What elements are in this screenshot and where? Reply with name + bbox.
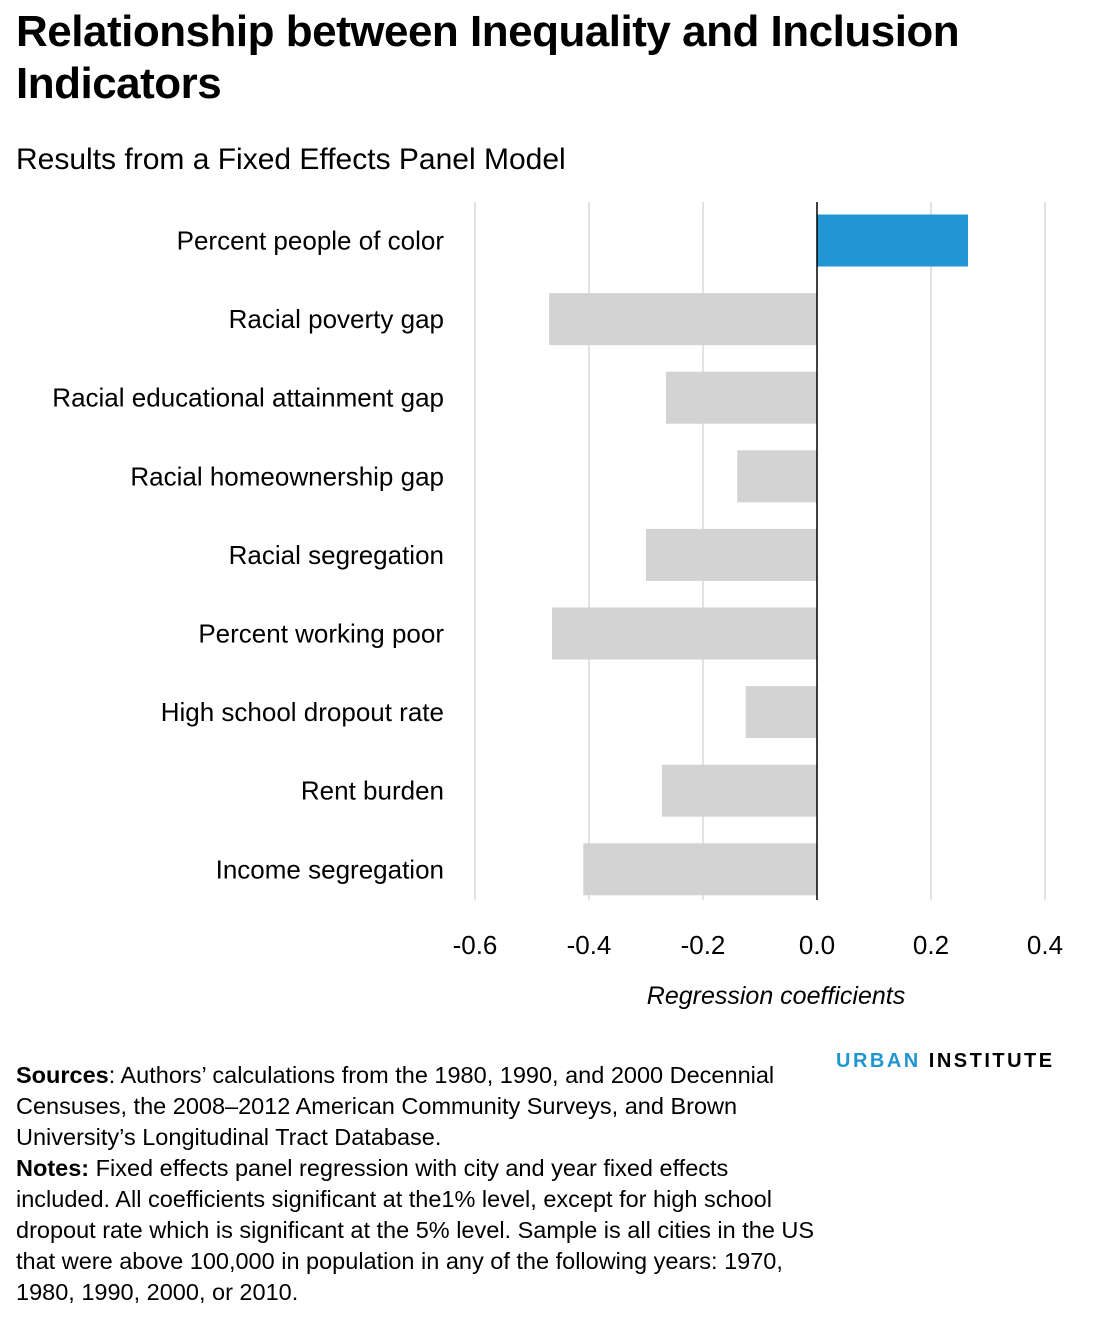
notes-text: Fixed effects panel regression with city…: [16, 1155, 815, 1305]
x-tick-label: -0.2: [681, 930, 726, 960]
x-tick-label: -0.6: [453, 930, 498, 960]
notes-label: Notes:: [16, 1155, 90, 1181]
category-label: Racial segregation: [229, 540, 444, 570]
category-labels: Percent people of color Racial poverty ga…: [52, 226, 444, 885]
logo-urban: URBAN: [836, 1050, 921, 1072]
category-label: Income segregation: [216, 854, 444, 884]
bars: [549, 202, 969, 900]
x-tick-label: 0.0: [799, 930, 835, 960]
category-label: Racial homeownership gap: [130, 461, 444, 491]
x-tick-label: -0.4: [567, 930, 612, 960]
chart-title: Relationship between Inequality and Incl…: [16, 7, 960, 108]
category-label: High school dropout rate: [161, 697, 444, 727]
category-label: Percent people of color: [177, 226, 445, 256]
chart-footer: Sources: Authors’ calculations from the …: [16, 1060, 816, 1308]
chart-subtitle: Results from a Fixed Effects Panel Model: [16, 143, 566, 176]
bar: [549, 293, 817, 346]
bar: [583, 843, 817, 896]
category-label: Rent burden: [301, 776, 444, 806]
bar: [745, 686, 817, 739]
x-axis-label: Regression coefficients: [647, 982, 905, 1010]
bar-chart: Percent people of color Racial poverty ga…: [52, 202, 1063, 1010]
category-label: Percent working poor: [198, 619, 444, 649]
urban-institute-logo: URBAN INSTITUTE: [836, 1050, 1055, 1073]
bar: [665, 371, 817, 424]
bar: [646, 528, 817, 581]
bar: [661, 764, 817, 817]
category-label: Racial educational attainment gap: [52, 383, 444, 413]
sources-text: : Authors’ calculations from the 1980, 1…: [16, 1062, 775, 1150]
x-tick-labels: -0.6 -0.4 -0.2 0.0 0.2 0.4: [453, 930, 1063, 960]
bar: [737, 450, 817, 503]
x-tick-label: 0.4: [1027, 930, 1063, 960]
sources-label: Sources: [16, 1062, 109, 1088]
bar: [817, 214, 969, 267]
bar: [551, 607, 817, 660]
x-tick-label: 0.2: [913, 930, 949, 960]
category-label: Racial poverty gap: [229, 304, 444, 334]
logo-institute: INSTITUTE: [928, 1050, 1055, 1072]
